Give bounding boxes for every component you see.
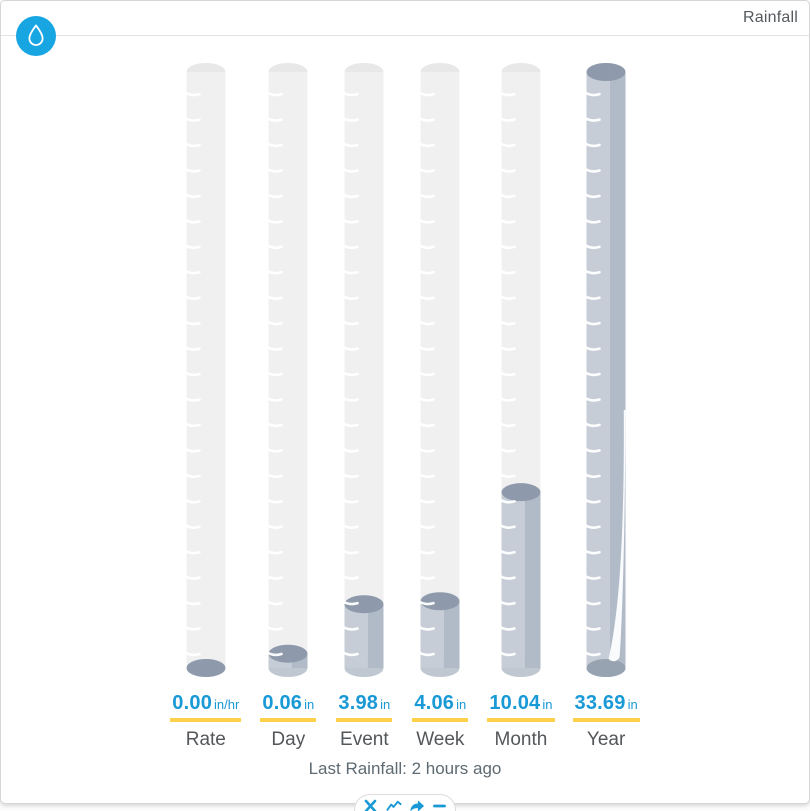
gauge-value-wrap: 10.04 in xyxy=(487,692,555,722)
gauge-label: Event xyxy=(340,729,389,750)
rainfall-gauges: 0.00 in/hr Rate 0.06 in Day 3.98 in Event 4.06 in W… xyxy=(1,62,809,751)
widget-header: Rainfall xyxy=(1,1,809,36)
gauge-label: Week xyxy=(416,729,465,750)
gauge-unit: in/hr xyxy=(214,697,240,712)
gauge-label: Day xyxy=(271,729,306,750)
gauge-rate: 0.00 in/hr Rate xyxy=(170,62,242,751)
gauge-tube-month xyxy=(499,63,541,677)
gauge-event: 3.98 in Event xyxy=(335,62,393,751)
gauge-tube-rate xyxy=(184,63,226,677)
water-drop-icon xyxy=(16,16,56,56)
gauge-tube-week xyxy=(419,63,460,677)
gauge-day: 0.06 in Day xyxy=(259,62,317,751)
gauge-unit: in xyxy=(380,697,391,712)
gauge-unit: in xyxy=(627,697,638,712)
gauge-value: 33.69 xyxy=(574,692,626,714)
gauge-value-wrap: 4.06 in xyxy=(412,692,469,722)
gauge-value-wrap: 33.69 in xyxy=(572,692,640,722)
last-rainfall-status: Last Rainfall: 2 hours ago xyxy=(308,759,502,778)
gauge-year: 33.69 in Year xyxy=(572,62,640,751)
gauge-label: Rate xyxy=(185,729,226,750)
gauge-month: 10.04 in Month xyxy=(487,62,555,751)
gauge-value: 0.00 xyxy=(172,692,213,714)
widget-title: Rainfall xyxy=(743,9,798,26)
gauge-unit: in xyxy=(304,697,315,712)
minimize-icon[interactable] xyxy=(432,799,448,811)
gauge-unit: in xyxy=(456,697,467,712)
chart-icon[interactable] xyxy=(385,799,402,811)
gauge-label: Month xyxy=(494,729,548,750)
gauge-value: 4.06 xyxy=(414,692,455,714)
gauge-label: Year xyxy=(586,729,626,750)
gauge-value: 10.04 xyxy=(489,692,541,714)
gauge-unit: in xyxy=(542,697,553,712)
gauge-value-wrap: 0.00 in/hr xyxy=(170,692,242,722)
gauge-value: 3.98 xyxy=(338,692,379,714)
gauge-tube-year xyxy=(584,63,626,677)
gauge-tube-event xyxy=(343,63,384,677)
gauge-tube-day xyxy=(267,63,308,677)
widget-toolbar xyxy=(354,794,456,811)
close-icon[interactable] xyxy=(363,799,379,811)
gauge-value-wrap: 0.06 in xyxy=(260,692,317,722)
gauge-week: 4.06 in Week xyxy=(411,62,469,751)
share-icon[interactable] xyxy=(409,799,425,811)
gauge-value-wrap: 3.98 in xyxy=(336,692,393,722)
gauge-value: 0.06 xyxy=(262,692,303,714)
